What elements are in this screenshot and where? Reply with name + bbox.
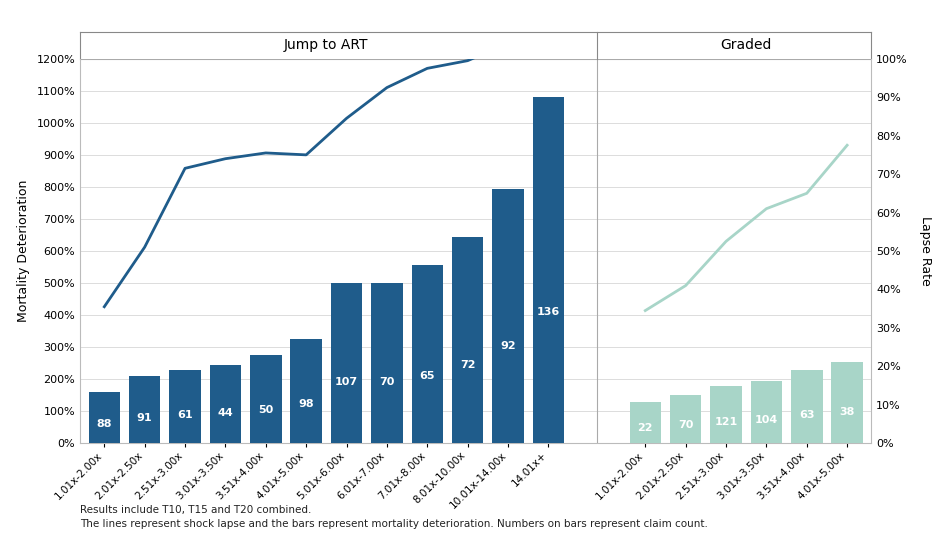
Text: 92: 92 — [500, 341, 516, 351]
Text: 44: 44 — [218, 409, 234, 419]
Bar — [832, 362, 863, 443]
Text: 61: 61 — [177, 410, 193, 420]
Text: 63: 63 — [799, 410, 815, 420]
Bar — [670, 395, 702, 443]
Bar — [331, 283, 363, 443]
Bar — [129, 376, 160, 443]
Bar — [532, 97, 564, 443]
Text: 98: 98 — [299, 399, 314, 409]
Text: The lines represent shock lapse and the bars represent mortality deterioration. : The lines represent shock lapse and the … — [80, 519, 708, 529]
Text: 70: 70 — [678, 420, 693, 430]
Bar — [371, 283, 402, 443]
Bar — [452, 237, 483, 443]
Text: Jump to ART: Jump to ART — [284, 38, 368, 52]
Bar — [791, 370, 822, 443]
Text: 104: 104 — [755, 415, 778, 425]
Bar — [412, 265, 443, 443]
Text: 88: 88 — [96, 419, 112, 429]
Text: 50: 50 — [258, 405, 273, 415]
Bar — [290, 339, 322, 443]
Text: 107: 107 — [335, 378, 358, 387]
Bar — [751, 381, 782, 443]
Text: 38: 38 — [839, 407, 854, 417]
Text: Graded: Graded — [721, 38, 771, 52]
Text: 70: 70 — [380, 378, 395, 387]
Bar — [170, 370, 201, 443]
Text: 91: 91 — [137, 413, 153, 422]
Bar — [89, 392, 120, 443]
Bar — [210, 365, 241, 443]
Bar — [629, 402, 661, 443]
Text: Results include T10, T15 and T20 combined.: Results include T10, T15 and T20 combine… — [80, 505, 312, 515]
Bar — [493, 189, 524, 443]
Y-axis label: Mortality Deterioration: Mortality Deterioration — [17, 180, 29, 322]
Text: 136: 136 — [537, 307, 560, 317]
Text: 72: 72 — [460, 360, 476, 370]
Text: 65: 65 — [419, 371, 435, 381]
Text: 121: 121 — [714, 417, 738, 427]
Bar — [710, 386, 741, 443]
Text: 22: 22 — [638, 422, 653, 433]
Bar — [250, 355, 282, 443]
Y-axis label: Lapse Rate: Lapse Rate — [919, 216, 932, 286]
